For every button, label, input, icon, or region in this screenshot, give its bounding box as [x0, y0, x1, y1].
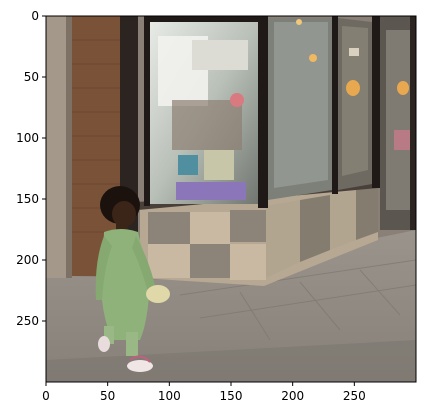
y-tick-label: 150 [16, 192, 39, 206]
sidewalk [46, 230, 416, 382]
y-tick-label: 200 [16, 253, 39, 267]
y-tick-label: 250 [16, 314, 39, 328]
y-tick-label: 0 [31, 9, 39, 23]
street-photo [46, 16, 416, 382]
y-axis: 0 50 100 150 200 250 [16, 9, 46, 328]
x-tick-label: 200 [281, 389, 304, 403]
y-tick-label: 100 [16, 131, 39, 145]
x-axis: 0 50 100 150 200 250 [42, 382, 366, 403]
handbag [146, 285, 170, 303]
sandal [127, 360, 153, 372]
purple-shelf [176, 182, 246, 200]
x-tick-label: 0 [42, 389, 50, 403]
child [95, 186, 170, 372]
x-tick-label: 250 [343, 389, 366, 403]
x-tick-label: 150 [220, 389, 243, 403]
x-tick-label: 100 [158, 389, 181, 403]
x-tick-label: 50 [100, 389, 115, 403]
y-tick-label: 50 [24, 70, 39, 84]
